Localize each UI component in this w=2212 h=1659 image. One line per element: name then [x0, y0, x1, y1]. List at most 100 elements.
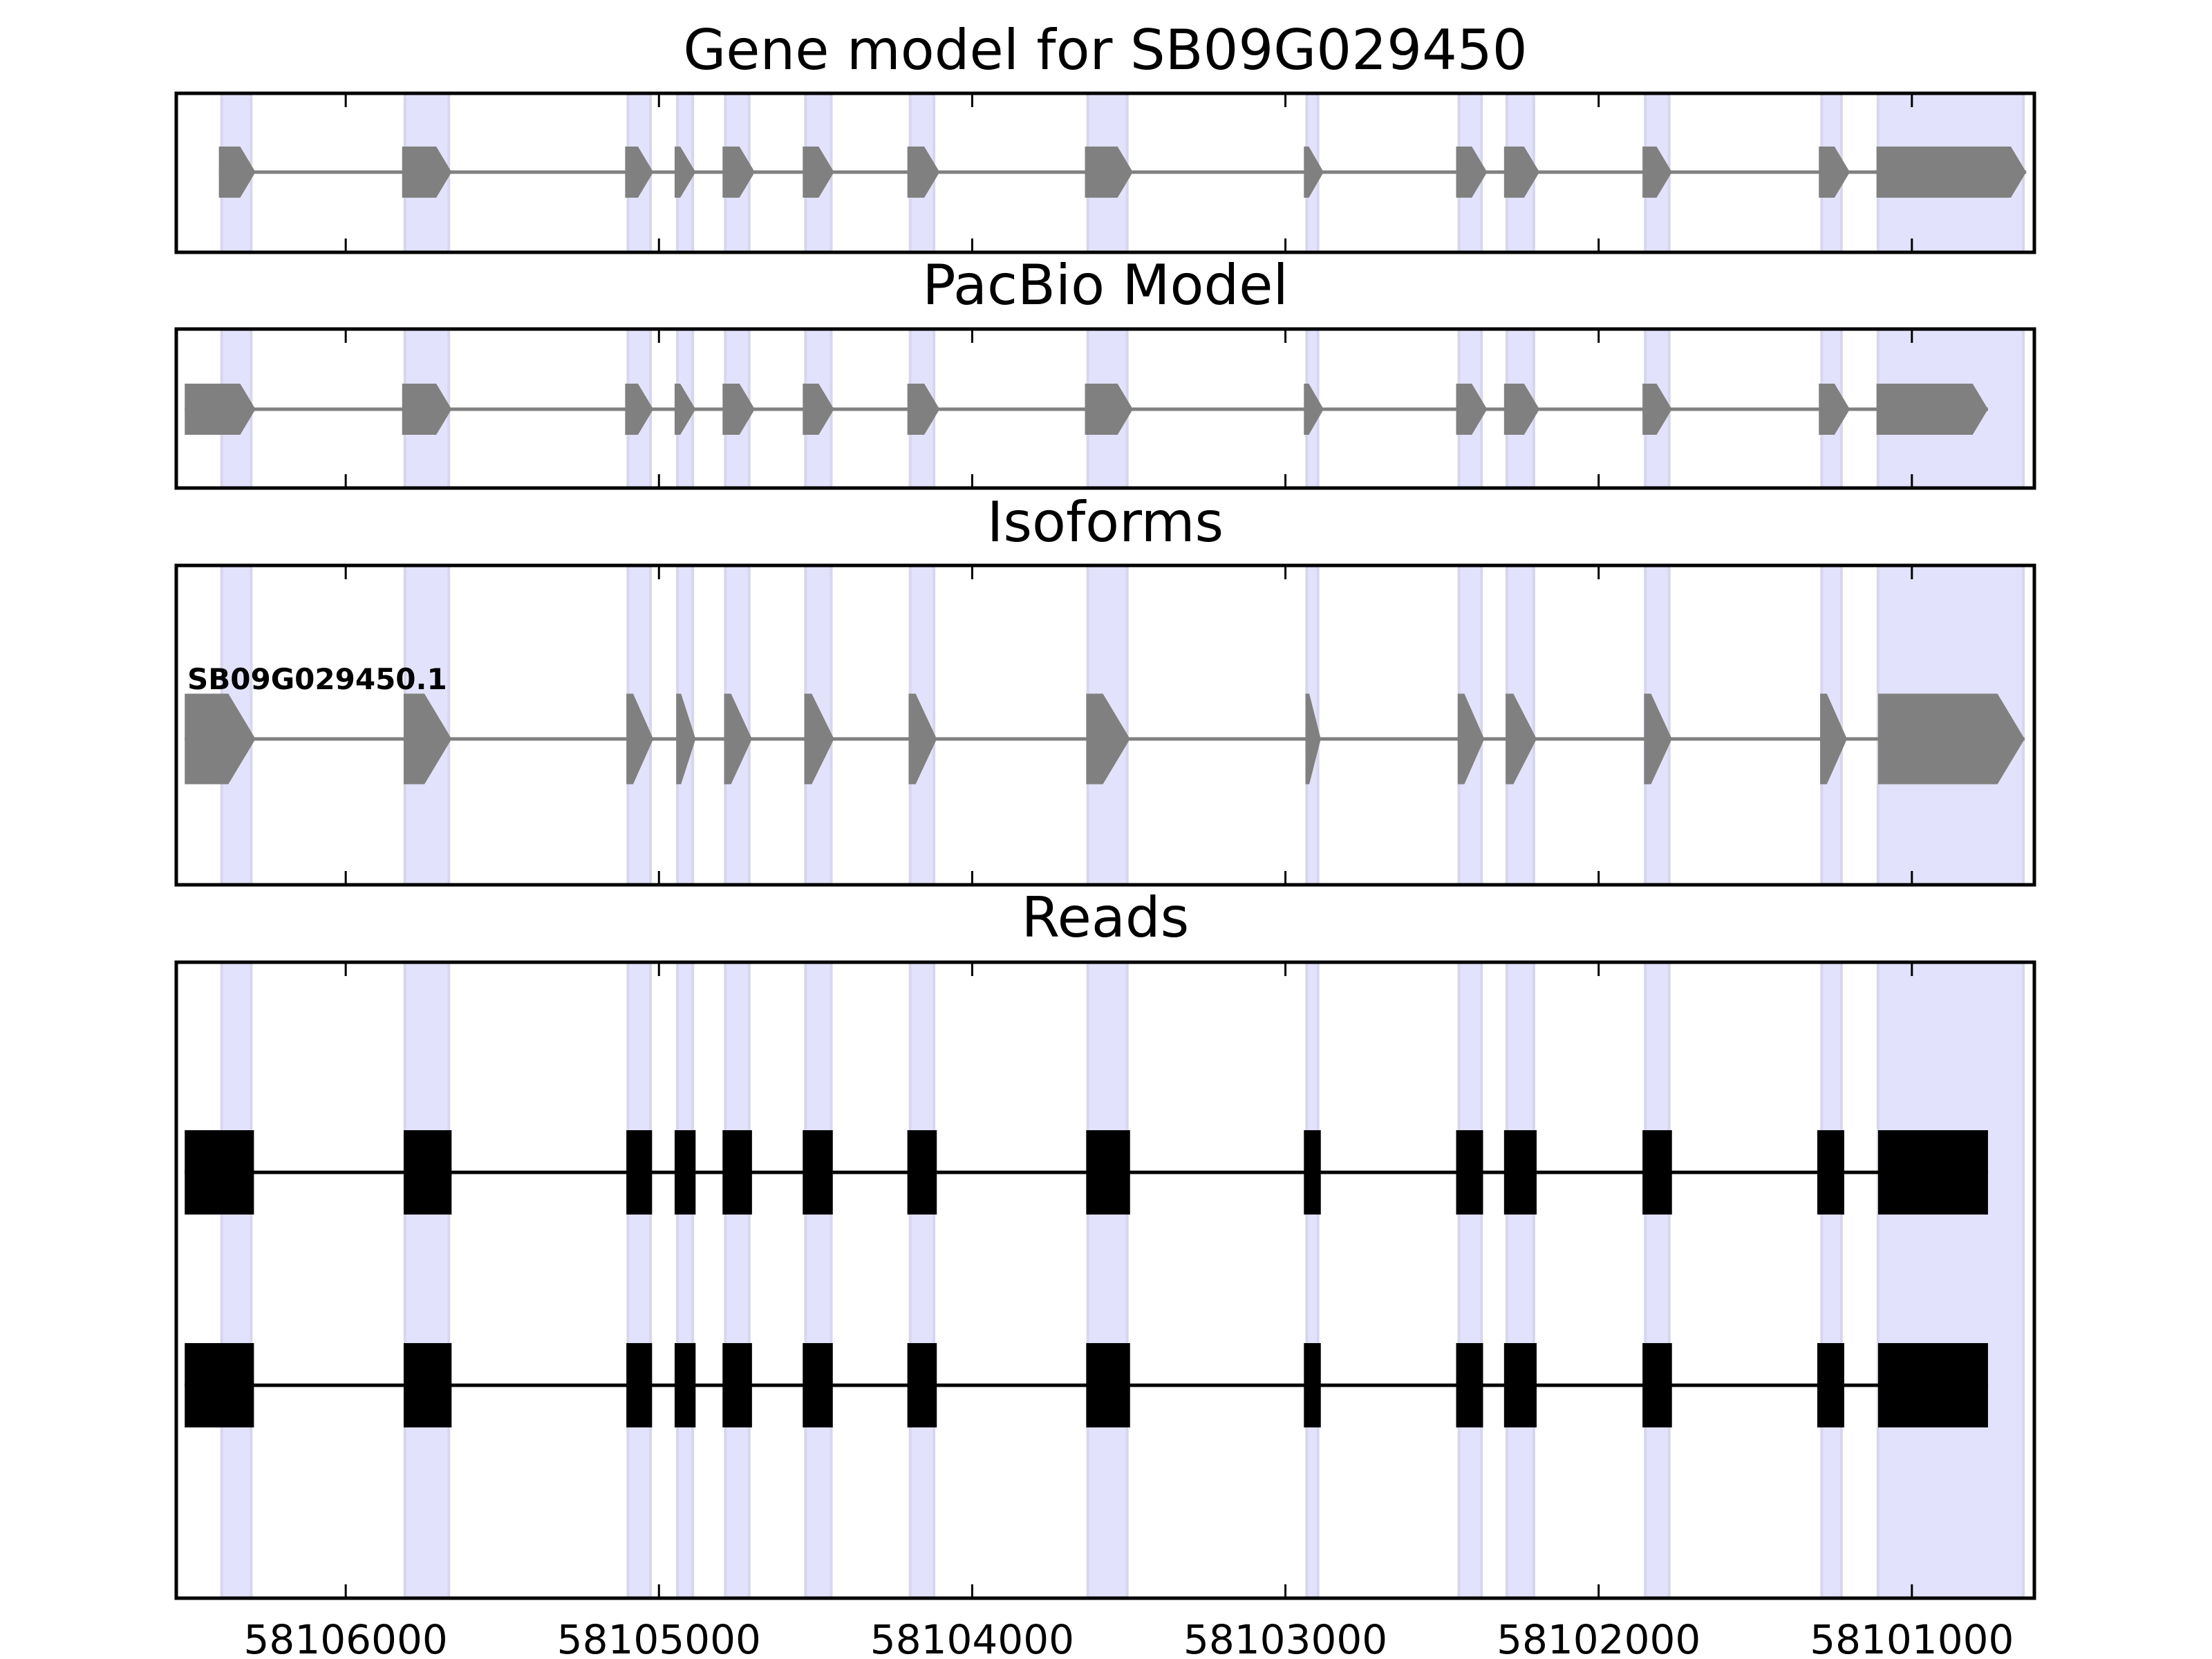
exon-arrow	[1457, 693, 1485, 785]
exon-arrow	[1820, 693, 1848, 785]
read-exon-block	[1877, 1130, 1988, 1215]
x-tick-label: 58102000	[1497, 1616, 1700, 1659]
read-exon-block	[1642, 1343, 1672, 1427]
exon-arrow	[1876, 384, 1988, 435]
isoform-label: SB09G029450.1	[187, 662, 447, 696]
exon-arrow	[674, 384, 696, 435]
panel-frame	[174, 960, 2036, 1600]
exon-arrow	[1503, 147, 1540, 198]
panel-frame	[174, 327, 2036, 490]
read-exon-block	[907, 1343, 937, 1427]
exon-arrow	[907, 147, 940, 198]
read-exon-block	[1503, 1343, 1537, 1427]
read-exon-block	[185, 1130, 254, 1215]
read-exon-block	[1503, 1130, 1537, 1215]
exon-arrow	[1305, 693, 1321, 785]
exon-arrow	[1644, 693, 1672, 785]
exon-arrow	[676, 693, 696, 785]
exon-arrow	[907, 384, 940, 435]
highlight-band	[1820, 961, 1843, 1600]
read-exon-block	[1456, 1130, 1483, 1215]
panel-title: Gene model for SB09G029450	[683, 18, 1527, 82]
highlight-band	[1505, 961, 1535, 1600]
x-tick-label: 58106000	[244, 1616, 448, 1659]
read-exon-block	[1456, 1343, 1483, 1427]
read-exon-block	[1086, 1343, 1130, 1427]
exon-arrow	[1819, 147, 1850, 198]
read-exon-block	[626, 1343, 653, 1427]
exon-arrow	[1304, 147, 1324, 198]
exon-arrow	[1456, 384, 1488, 435]
exon-arrow	[1877, 693, 2025, 785]
exon-arrow	[1642, 147, 1672, 198]
panel-frame	[174, 563, 2036, 887]
exon-arrow	[185, 693, 256, 785]
highlight-band	[908, 961, 936, 1600]
read-exon-block	[674, 1130, 696, 1215]
exon-arrow	[1819, 384, 1850, 435]
highlight-band	[1876, 961, 2025, 1600]
read-exon-block	[626, 1130, 653, 1215]
exon-arrow	[804, 693, 834, 785]
highlight-band	[724, 961, 751, 1600]
exon-arrow	[722, 147, 755, 198]
highlight-band	[1086, 961, 1129, 1600]
read-exon-block	[907, 1130, 937, 1215]
read-exon-block	[722, 1343, 752, 1427]
exon-arrow	[1085, 147, 1133, 198]
exon-arrow	[1304, 384, 1324, 435]
exon-arrow	[1642, 384, 1672, 435]
panel-3: Isoforms SB09G029450.1	[174, 490, 2036, 887]
exon-arrow	[1506, 693, 1537, 785]
read-exon-block	[1642, 1130, 1672, 1215]
highlight-band	[1457, 961, 1483, 1600]
x-tick-label: 58101000	[1810, 1616, 2014, 1659]
exon-arrow	[1085, 384, 1133, 435]
read-exon-block	[1304, 1343, 1321, 1427]
highlight-band	[403, 961, 451, 1600]
exon-arrow	[1876, 147, 2027, 198]
highlight-band	[676, 961, 695, 1600]
x-axis-tick-labels: 58106000 58105000 58104000 58103000 5810…	[244, 1616, 2014, 1659]
panel-title: Isoforms	[987, 490, 1224, 554]
exon-arrow	[402, 147, 452, 198]
exon-arrow	[185, 384, 256, 435]
highlight-band	[804, 961, 833, 1600]
read-exon-block	[1304, 1130, 1321, 1215]
exon-arrow	[1456, 147, 1488, 198]
highlight-band	[626, 961, 653, 1600]
read-exon-block	[722, 1130, 752, 1215]
exon-arrow	[1503, 384, 1540, 435]
x-tick-label: 58104000	[870, 1616, 1074, 1659]
read-exon-block	[1817, 1343, 1844, 1427]
read-exon-block	[1086, 1130, 1130, 1215]
read-exon-block	[403, 1130, 452, 1215]
read-exon-block	[185, 1343, 254, 1427]
exon-arrow	[724, 693, 752, 785]
x-tick-label: 58105000	[557, 1616, 761, 1659]
exon-arrow	[626, 693, 654, 785]
highlight-band	[220, 961, 253, 1600]
exon-arrow	[625, 147, 654, 198]
read-exon-block	[803, 1130, 833, 1215]
read-exon-block	[674, 1343, 696, 1427]
exon-arrow	[674, 147, 696, 198]
exon-arrow	[803, 147, 834, 198]
read-exon-block	[803, 1343, 833, 1427]
highlight-band	[1644, 961, 1671, 1600]
exon-arrow	[403, 693, 452, 785]
read-exon-block	[1877, 1343, 1988, 1427]
read-exon-block	[1817, 1130, 1844, 1215]
panel-2: PacBio Model	[174, 253, 2036, 490]
exon-arrow	[218, 147, 256, 198]
panel-frame	[174, 91, 2036, 254]
exon-arrow	[1086, 693, 1130, 785]
x-tick-label: 58103000	[1183, 1616, 1387, 1659]
exon-arrow	[625, 384, 654, 435]
panel-4: Reads	[174, 885, 2036, 1600]
exon-arrow	[908, 693, 937, 785]
panel-1: Gene model for SB09G029450	[174, 18, 2036, 254]
read-exon-block	[403, 1343, 452, 1427]
highlight-band	[1305, 961, 1320, 1600]
